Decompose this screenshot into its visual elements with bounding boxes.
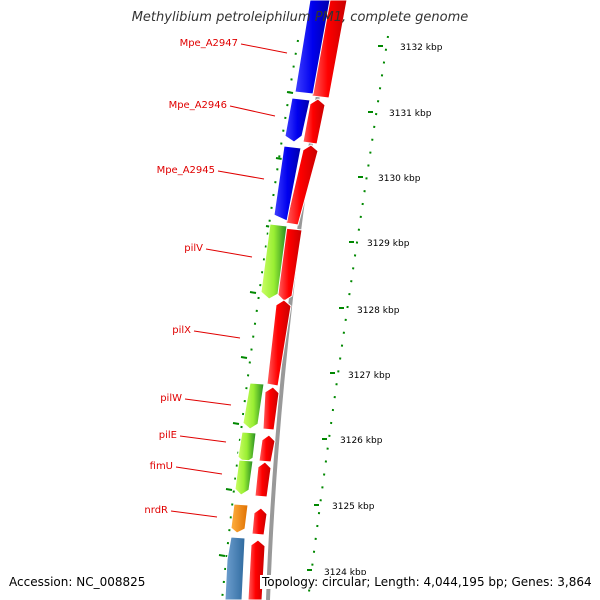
inner-tick: [240, 356, 248, 359]
gene-label[interactable]: pilV: [184, 243, 203, 254]
tick-label-3128: 3128 kbp: [357, 306, 400, 316]
inner-tick: [232, 422, 240, 425]
forward-gene[interactable]: [302, 98, 326, 145]
leader-line: [229, 105, 276, 117]
gene-label[interactable]: Mpe_A2945: [157, 165, 215, 176]
forward-gene[interactable]: [258, 434, 276, 463]
forward-gene[interactable]: [247, 539, 266, 600]
leader-line: [193, 330, 241, 339]
forward-gene[interactable]: [251, 507, 268, 536]
topology-text: Topology: circular; Length: 4,044,195 bp…: [260, 575, 592, 589]
reverse-gene[interactable]: [273, 145, 302, 222]
forward-gene[interactable]: [266, 299, 292, 387]
tick-label-3132: 3132 kbp: [400, 43, 443, 53]
gene-label[interactable]: pilW: [160, 393, 182, 404]
inner-tick: [286, 91, 294, 94]
outer-ruler: 3132 kbp 3131 kbp 3130 kbp 3129 kbp 3128…: [307, 43, 443, 578]
outer-ruler-dotted: [307, 35, 389, 600]
reverse-gene[interactable]: [237, 431, 257, 464]
leader-line: [240, 43, 288, 54]
leader-line: [184, 398, 232, 406]
leader-line: [179, 435, 227, 443]
leader-lines: [170, 43, 288, 518]
tick-label-3131: 3131 kbp: [389, 109, 432, 119]
forward-gene[interactable]: [262, 386, 280, 431]
reverse-gene[interactable]: [230, 503, 249, 534]
gene-label[interactable]: pilX: [172, 325, 191, 336]
map-title: Methylibium petroleiphilum PM1, complete…: [131, 10, 469, 25]
leader-line: [170, 510, 218, 518]
inner-tick: [249, 291, 257, 294]
leader-line: [175, 466, 223, 475]
gene-label[interactable]: Mpe_A2946: [169, 100, 227, 111]
reverse-strand-genes: [224, 0, 331, 600]
inner-tick: [225, 488, 233, 491]
gene-label[interactable]: Mpe_A2947: [180, 38, 238, 49]
leader-line: [217, 170, 265, 180]
reverse-gene[interactable]: [294, 0, 331, 95]
leader-line: [205, 248, 253, 258]
gene-label[interactable]: nrdR: [144, 505, 168, 516]
gene-labels: Mpe_A2947 Mpe_A2946 Mpe_A2945 pilV pilX …: [144, 38, 238, 516]
tick-label-3127: 3127 kbp: [348, 371, 391, 381]
tick-label-3125: 3125 kbp: [332, 502, 375, 512]
reverse-gene[interactable]: [234, 459, 254, 496]
tick-label-3129: 3129 kbp: [367, 239, 410, 249]
reverse-gene[interactable]: [284, 97, 311, 143]
gene-label[interactable]: fimU: [150, 461, 173, 472]
tick-label-3124: 3124 kbp: [324, 568, 367, 578]
forward-gene[interactable]: [254, 461, 272, 498]
reverse-gene[interactable]: [242, 382, 265, 430]
gene-label[interactable]: pilE: [159, 430, 177, 441]
reverse-gene[interactable]: [260, 223, 288, 300]
inner-tick: [275, 157, 283, 160]
tick-label-3126: 3126 kbp: [340, 436, 383, 446]
tick-label-3130: 3130 kbp: [378, 174, 421, 184]
accession-text: Accession: NC_008825: [9, 575, 146, 589]
inner-tick: [218, 554, 226, 557]
reverse-gene[interactable]: [224, 536, 246, 600]
